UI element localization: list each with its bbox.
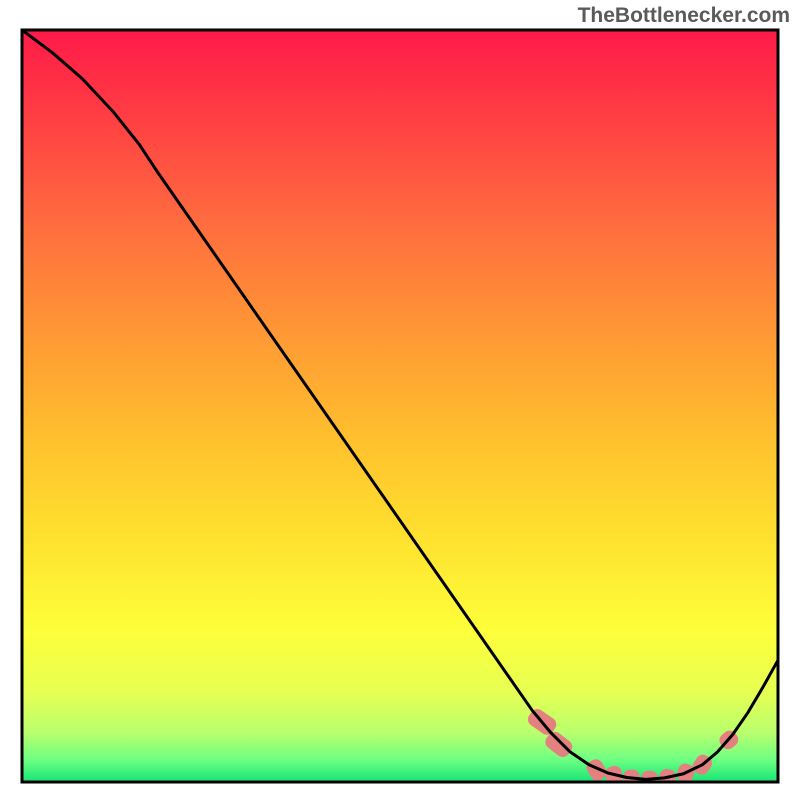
chart-container: TheBottlenecker.com: [0, 0, 800, 800]
attribution-text: TheBottlenecker.com: [578, 4, 790, 28]
chart-background: [22, 30, 778, 782]
bottleneck-chart: [0, 0, 800, 800]
